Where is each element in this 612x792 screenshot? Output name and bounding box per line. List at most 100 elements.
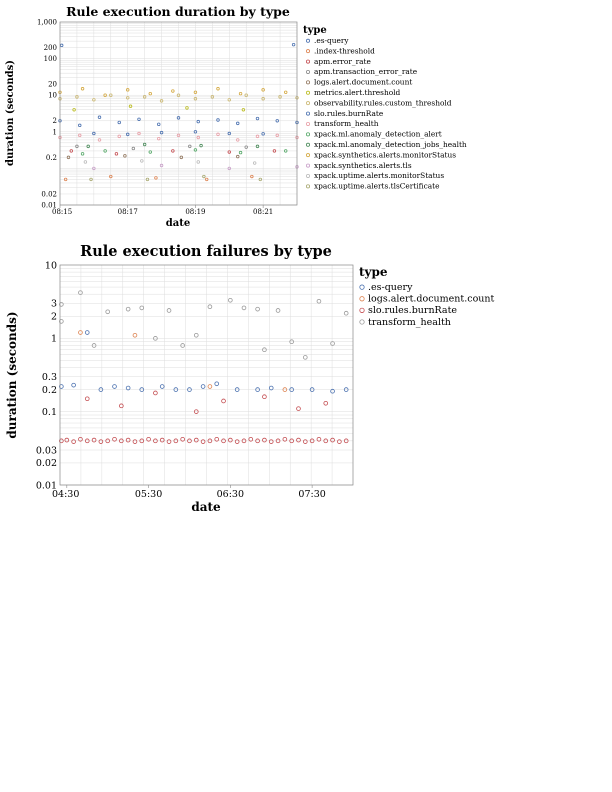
data-point [282, 387, 288, 392]
data-point [71, 382, 76, 388]
data-point [159, 384, 165, 389]
data-point [153, 336, 158, 341]
data-point [234, 439, 240, 444]
data-point [139, 387, 145, 392]
data-point [92, 166, 96, 171]
data-point [72, 108, 76, 112]
data-point [137, 131, 141, 136]
data-point [343, 310, 349, 316]
legend-title: type [303, 25, 327, 36]
data-point [185, 106, 189, 110]
legend: type .es-querylogs.alert.document.counts… [359, 265, 495, 328]
data-point [337, 439, 342, 444]
legend-label: transform_health [314, 119, 379, 128]
data-point [199, 143, 203, 148]
data-point [330, 341, 335, 346]
data-point [289, 438, 294, 444]
data-point [268, 385, 274, 391]
data-point [227, 131, 231, 136]
data-point [303, 355, 308, 360]
data-point [188, 144, 192, 149]
data-point [275, 119, 279, 123]
data-point [284, 149, 288, 153]
legend-label: observability.rules.custom_threshold [314, 98, 452, 107]
legend-label: xpack.ml.anomaly_detection_jobs_health [314, 140, 467, 149]
data-point [176, 116, 181, 120]
legend-label: apm.error_rate [314, 57, 371, 66]
data-point [176, 93, 181, 97]
y-axis-label: duration (seconds) [5, 60, 16, 166]
data-point [330, 388, 335, 394]
data-point [207, 438, 213, 444]
legend-label: logs.alert.document.count [314, 78, 412, 87]
data-point [117, 134, 121, 139]
data-point [78, 436, 83, 442]
data-point [173, 387, 179, 392]
data-point [140, 159, 144, 163]
legend-marker [359, 319, 365, 325]
data-point [103, 149, 107, 153]
data-point [146, 436, 151, 442]
data-point [262, 437, 267, 443]
legend-label: xpack.uptime.alerts.monitorStatus [314, 171, 444, 180]
data-point [255, 387, 260, 392]
data-point [278, 95, 282, 99]
data-point [255, 144, 260, 149]
y-tick-label: 0.3 [42, 372, 57, 383]
data-point [187, 387, 192, 392]
data-point [323, 438, 329, 444]
x-tick-label: 08:19 [185, 208, 205, 216]
data-point [84, 438, 90, 444]
legend-marker [305, 111, 310, 116]
data-point [250, 174, 254, 179]
data-point [216, 87, 220, 91]
data-point [171, 149, 175, 153]
y-tick-label: 0.01 [41, 201, 57, 209]
failures-chart: Rule execution failures by type 0.01 0.02… [5, 243, 495, 514]
y-tick-label: 0.02 [41, 190, 57, 198]
data-point [105, 438, 110, 444]
data-point [159, 99, 164, 103]
legend-label: xpack.ml.anomaly_detection_alert [314, 130, 442, 139]
data-point [159, 437, 165, 443]
data-point [255, 116, 260, 121]
x-tick-label: 05:30 [135, 489, 162, 500]
data-point [145, 177, 150, 182]
data-point [80, 152, 85, 156]
y-tick-label: 1,000 [37, 18, 57, 26]
data-point [252, 161, 257, 165]
data-point [193, 409, 199, 414]
data-point [193, 437, 199, 443]
legend-marker [305, 69, 310, 74]
data-point [92, 98, 96, 102]
legend-title: type [359, 265, 388, 279]
legend-label: .es-query [314, 36, 349, 45]
data-point [227, 150, 231, 154]
legend-label: logs.alert.document.count [368, 294, 495, 305]
data-point [207, 384, 213, 389]
legend-marker [305, 59, 310, 64]
data-point [193, 130, 198, 134]
data-point [193, 90, 198, 95]
data-point [105, 309, 110, 315]
data-point [180, 436, 185, 442]
data-point [154, 176, 158, 180]
data-point [316, 436, 322, 442]
data-point [80, 87, 85, 91]
data-point [63, 177, 68, 182]
data-point [139, 438, 145, 444]
data-point [272, 149, 277, 153]
data-point [98, 439, 104, 444]
data-point [114, 152, 119, 156]
data-point [216, 132, 220, 137]
data-point [78, 290, 83, 295]
data-point [244, 93, 248, 97]
y-tick-label: 2 [51, 312, 57, 323]
data-point [180, 343, 185, 348]
data-point [193, 97, 198, 101]
data-point [303, 439, 308, 444]
data-point [205, 177, 209, 182]
legend-marker [305, 173, 310, 178]
data-point [343, 387, 349, 392]
y-tick-label: 1 [53, 128, 57, 136]
